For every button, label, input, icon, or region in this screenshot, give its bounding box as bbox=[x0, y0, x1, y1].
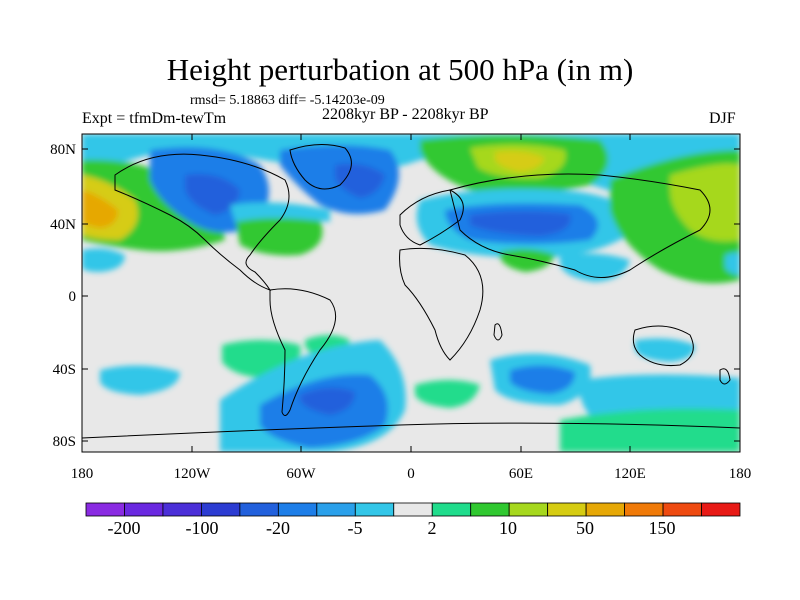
colorbar-swatch bbox=[277, 502, 318, 517]
north-america-dark bbox=[185, 174, 240, 215]
colorbar-swatch bbox=[239, 502, 279, 517]
eurasia-deep bbox=[470, 211, 571, 236]
madagascar-outline bbox=[493, 323, 503, 341]
rmsd-stats: rmsd= 5.18863 diff= -5.14203e-09 bbox=[190, 93, 385, 108]
colorbar-label: 10 bbox=[499, 518, 517, 538]
colorbar-label: -100 bbox=[186, 518, 219, 538]
lon-tick-label: 0 bbox=[407, 466, 415, 482]
colorbar-swatch bbox=[585, 502, 625, 517]
pacific-orange-west bbox=[82, 190, 118, 228]
colorbar-swatch bbox=[547, 502, 587, 517]
africa-outline bbox=[399, 247, 484, 361]
sea-cyan bbox=[560, 253, 630, 282]
colorbar-swatch bbox=[201, 502, 241, 517]
west-pacific-cyan bbox=[725, 252, 740, 275]
north-america-outline bbox=[114, 153, 290, 291]
lon-tick-label: 180 bbox=[729, 466, 752, 482]
australia-outline bbox=[632, 325, 694, 366]
south-pacific-cyan-west bbox=[100, 365, 180, 395]
colorbar-swatch bbox=[85, 502, 125, 517]
colorbar-swatch bbox=[624, 502, 664, 517]
lon-tick-label: 60E bbox=[509, 466, 533, 482]
new-zealand-outline bbox=[719, 368, 731, 385]
europe-outline bbox=[399, 189, 464, 246]
lat-tick-label: 40N bbox=[50, 217, 76, 233]
greenland-outline bbox=[289, 144, 352, 190]
lat-tick-label: 80S bbox=[53, 434, 76, 450]
australia-cyan bbox=[635, 338, 695, 362]
north-atlantic-dark bbox=[335, 163, 385, 198]
map-title: Height perturbation at 500 hPa (in m) bbox=[166, 52, 634, 87]
longitude-axis: 180 120W 60W 0 60E 120E 180 bbox=[71, 134, 752, 482]
colorbar-swatch bbox=[431, 502, 472, 517]
colorbar-swatch bbox=[162, 502, 202, 517]
south-atlantic-green-east bbox=[415, 380, 480, 408]
colorbar-swatch bbox=[662, 502, 702, 517]
period-label: 2208kyr BP - 2208kyr BP bbox=[322, 106, 489, 123]
lon-tick-label: 60W bbox=[286, 466, 316, 482]
antarctica-outline bbox=[82, 422, 740, 439]
colorbar-swatch bbox=[393, 502, 433, 517]
colorbar-swatch bbox=[470, 502, 510, 517]
lon-tick-label: 120E bbox=[614, 466, 646, 482]
anomaly-fields bbox=[82, 134, 740, 452]
lat-tick-label: 80N bbox=[50, 142, 76, 158]
coastlines bbox=[82, 144, 740, 439]
lon-tick-label: 180 bbox=[71, 466, 94, 482]
east-asia-yellow bbox=[670, 163, 740, 242]
lat-tick-label: 0 bbox=[69, 289, 77, 305]
south-atlantic-dark bbox=[300, 387, 355, 415]
colorbar-swatch bbox=[701, 502, 741, 517]
colorbar-label: 50 bbox=[576, 518, 594, 538]
experiment-label: Expt = tfmDm-tewTm bbox=[82, 110, 227, 127]
colorbar-label: 2 bbox=[428, 518, 437, 538]
indian-ocean-blue bbox=[510, 365, 575, 394]
latitude-axis: 80N 40N 0 40S 80S bbox=[50, 142, 740, 450]
arabia-green bbox=[500, 249, 555, 272]
colorbar-swatch bbox=[316, 502, 356, 517]
colorbar-label: -200 bbox=[108, 518, 141, 538]
colorbar-label: 150 bbox=[649, 518, 676, 538]
colorbar-swatch bbox=[508, 502, 549, 517]
colorbar-swatch bbox=[354, 502, 395, 517]
south-america-outline bbox=[269, 288, 337, 416]
asia-outline bbox=[449, 173, 711, 278]
lon-tick-label: 120W bbox=[174, 466, 212, 482]
lat-tick-label: 40S bbox=[53, 362, 76, 378]
colorbar-label: -5 bbox=[348, 518, 363, 538]
us-east-cyan bbox=[230, 202, 330, 222]
southern-ocean-green bbox=[560, 408, 740, 452]
colorbar: -200 -100 -20 -5 2 10 50 150 bbox=[85, 502, 741, 538]
colorbar-label: -20 bbox=[266, 518, 290, 538]
arctic-gold-core bbox=[495, 150, 545, 172]
pacific-tropic-cyan bbox=[82, 248, 125, 272]
colorbar-swatch bbox=[124, 502, 164, 517]
season-label: DJF bbox=[709, 110, 736, 127]
